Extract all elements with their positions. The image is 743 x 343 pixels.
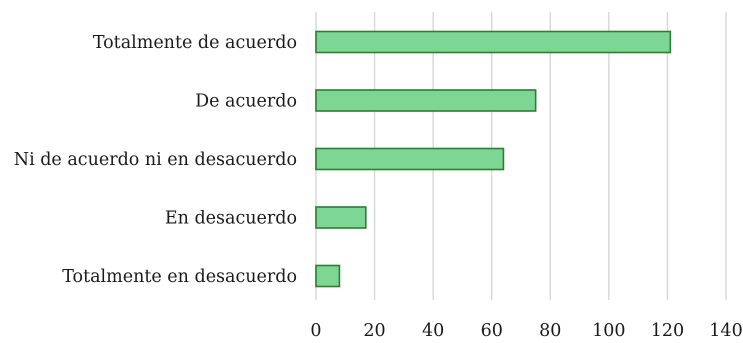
x-tick-label: 0: [310, 321, 321, 341]
x-tick-label: 40: [422, 321, 444, 341]
category-label: De acuerdo: [195, 92, 297, 112]
bar-1: [315, 89, 537, 112]
bar-4: [315, 264, 341, 288]
bar-0: [315, 30, 672, 54]
x-tick-label: 140: [709, 321, 742, 341]
x-tick-label: 20: [363, 321, 385, 341]
x-tick-label: 100: [592, 321, 625, 341]
category-label: En desacuerdo: [165, 209, 297, 229]
bar-3: [315, 206, 367, 229]
x-tick-label: 60: [481, 321, 503, 341]
category-label: Totalmente en desacuerdo: [62, 267, 297, 287]
x-axis-tick-labels: 0 20 40 60 80 100 120 140: [310, 321, 742, 341]
category-label: Totalmente de acuerdo: [93, 33, 297, 53]
bar-2: [315, 147, 505, 171]
category-labels: Totalmente de acuerdo De acuerdo Ni de acu…: [14, 33, 297, 287]
bars: [315, 30, 672, 288]
x-tick-label: 80: [539, 321, 561, 341]
category-label: Ni de acuerdo ni en desacuerdo: [14, 150, 297, 170]
x-tick-label: 120: [651, 321, 684, 341]
